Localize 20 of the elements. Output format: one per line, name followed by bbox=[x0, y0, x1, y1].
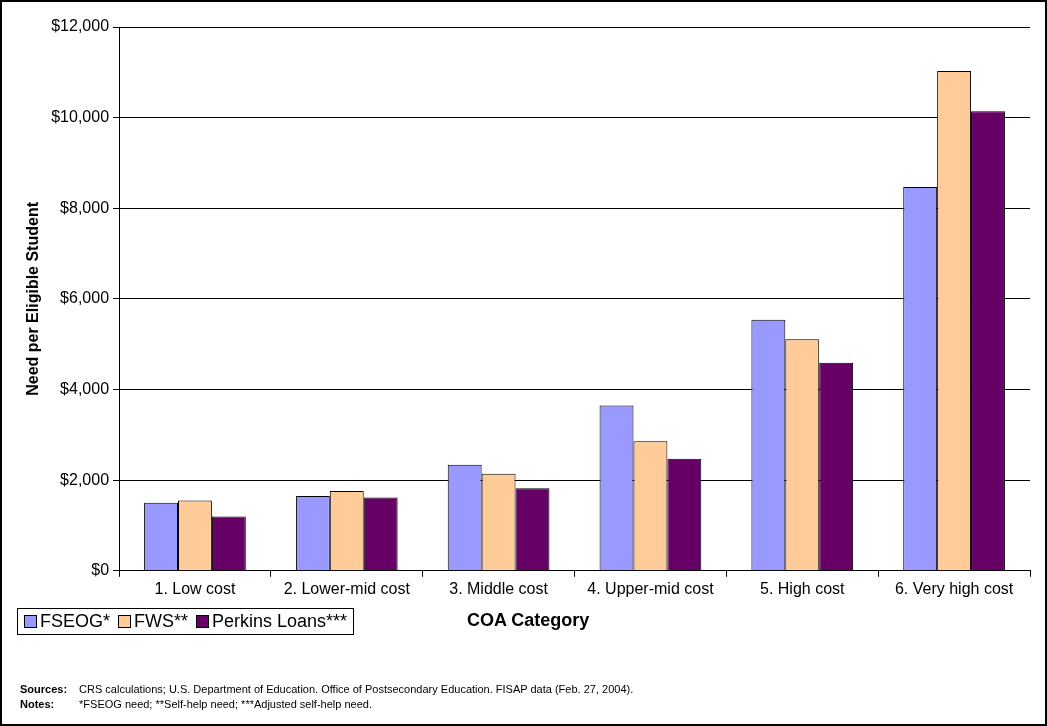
y-tick-label: $10,000 bbox=[51, 108, 110, 126]
y-axis-title: Need per Eligible Student bbox=[24, 201, 42, 396]
legend-label: Perkins Loans*** bbox=[212, 611, 348, 632]
legend-label: FSEOG* bbox=[40, 611, 111, 632]
x-tick-label: 6. Very high cost bbox=[894, 579, 1014, 597]
x-axis-title: COA Category bbox=[467, 610, 590, 631]
y-tick-label: $0 bbox=[91, 561, 110, 579]
x-tick-label: 1. Low cost bbox=[154, 579, 236, 597]
x-tick-label: 3. Middle cost bbox=[449, 579, 549, 597]
y-tick-label: $2,000 bbox=[60, 470, 110, 488]
y-tick-label: $4,000 bbox=[60, 379, 110, 397]
x-tick-label: 2. Lower-mid cost bbox=[283, 579, 411, 597]
y-tick-label: $8,000 bbox=[60, 198, 110, 216]
x-tick-label: 4. Upper-mid cost bbox=[587, 579, 715, 597]
text: Notes: *FSEOG need; **Self-help need; ***Adjusted self-help need. bbox=[20, 698, 372, 710]
x-tick-label: 5. High cost bbox=[760, 579, 846, 597]
source-note: Sources: CRS calculations; U.S. Department of Education. Office of Postsecondary Education. FISAP data (Feb. 27, 2004). bbox=[20, 682, 634, 697]
legend-label: FWS** bbox=[134, 611, 189, 632]
y-tick-label: $6,000 bbox=[60, 289, 110, 307]
y-tick-label: $12,000 bbox=[51, 17, 110, 35]
